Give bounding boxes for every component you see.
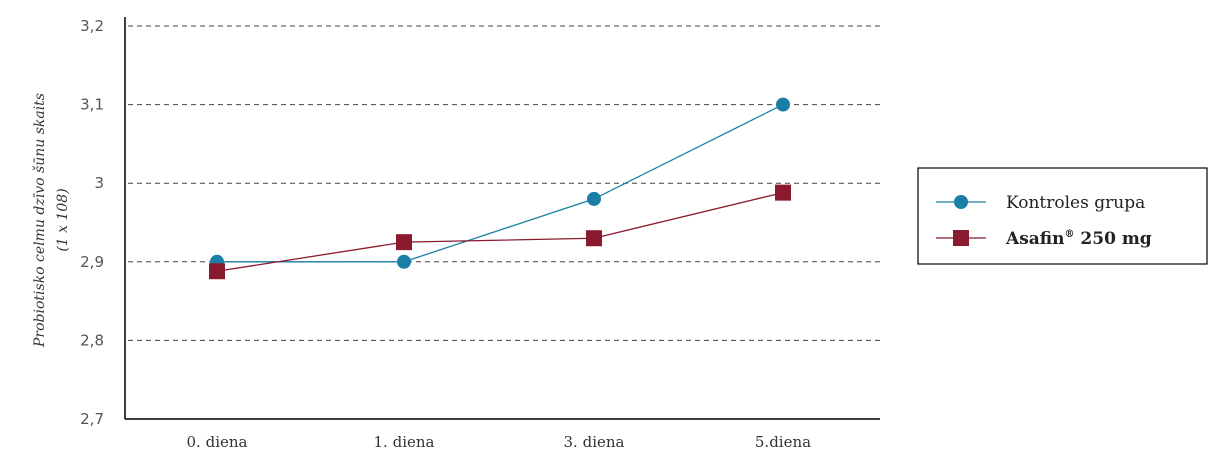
y-tick-label: 2,8 — [80, 331, 104, 349]
data-point — [775, 184, 791, 201]
data-point — [397, 254, 411, 269]
series-layer — [209, 97, 791, 280]
legend-label-asafin-main: Asafin — [1005, 229, 1065, 249]
y-tick-labels: 2,7 2,8 2,9 3 3,1 3,2 — [80, 17, 104, 428]
series-line — [216, 192, 784, 272]
legend-item-kontroles: Kontroles grupa — [936, 193, 1145, 213]
y-tick-label: 3,2 — [80, 17, 104, 35]
legend-marker-circle — [954, 195, 968, 209]
series-line — [217, 104, 784, 263]
data-point — [776, 97, 790, 112]
series-asafin — [209, 184, 791, 280]
y-tick-label: 3,1 — [80, 96, 104, 114]
y-tick-label: 2,9 — [80, 253, 104, 271]
y-tick-label: 3 — [94, 174, 104, 192]
y-tick-label: 2,7 — [80, 410, 104, 428]
data-point — [209, 263, 225, 280]
x-tick-label: 3. diena — [564, 433, 625, 451]
data-point — [587, 191, 601, 206]
y-axis-label: Probiotisko celmu dzīvo šūnu skaits (1 x… — [32, 93, 71, 348]
legend-marker-square — [953, 230, 969, 246]
legend: Kontroles grupa Asafin® 250 mg — [917, 167, 1208, 265]
x-tick-labels: 0. diena 1. diena 3. diena 5.diena — [187, 433, 812, 451]
x-tick-label: 5.diena — [755, 433, 811, 451]
x-tick-label: 0. diena — [187, 433, 248, 451]
data-point — [396, 234, 412, 251]
axes — [124, 17, 880, 420]
legend-label-asafin-rest: 250 mg — [1075, 229, 1152, 249]
y-axis-label-line-1: Probiotisko celmu dzīvo šūnu skaits — [32, 93, 48, 348]
legend-label-asafin: Asafin® 250 mg — [1005, 229, 1152, 249]
y-axis-label-line-2: (1 x 108) — [55, 188, 71, 251]
legend-label-asafin-sup: ® — [1065, 229, 1075, 240]
data-point — [586, 230, 602, 247]
grid-lines — [128, 25, 880, 341]
legend-box — [917, 167, 1208, 265]
x-tick-label: 1. diena — [374, 433, 435, 451]
legend-item-asafin: Asafin® 250 mg — [936, 229, 1152, 249]
legend-label-kontroles: Kontroles grupa — [1006, 193, 1145, 213]
